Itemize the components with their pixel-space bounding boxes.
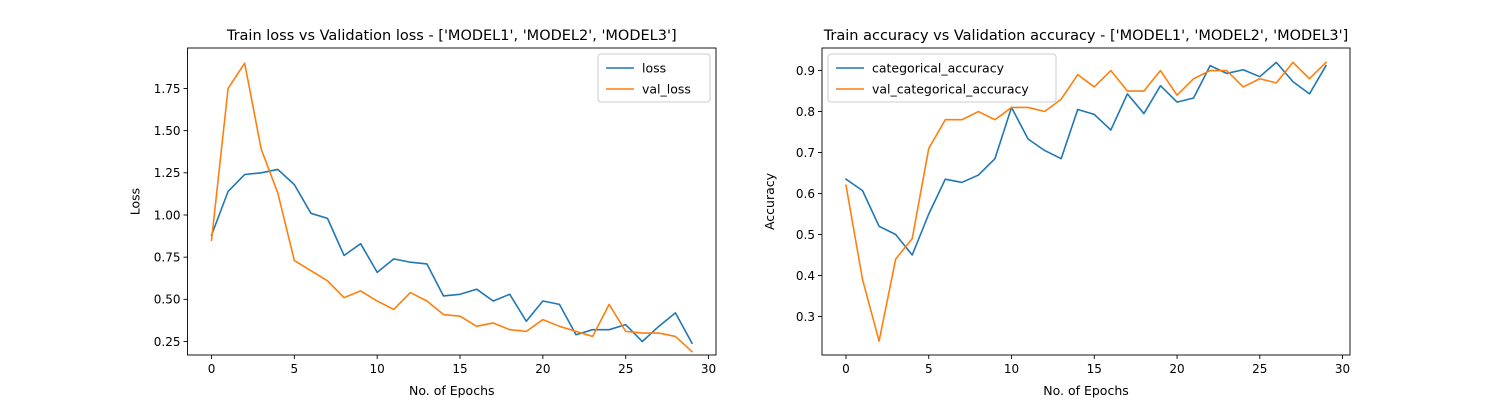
x-tick-label: 25	[1252, 362, 1267, 376]
x-tick-label: 25	[618, 362, 633, 376]
legend-label: val_categorical_accuracy	[872, 82, 1029, 97]
x-tick-label: 20	[535, 362, 550, 376]
legend-label: categorical_accuracy	[872, 61, 1005, 76]
chart-panel-2: Train accuracy vs Validation accuracy - …	[762, 28, 1351, 398]
x-axis-label: No. of Epochs	[1043, 383, 1129, 398]
axes-frame	[187, 47, 717, 356]
y-tick-label: 1.75	[154, 82, 181, 96]
x-tick-label: 5	[925, 362, 933, 376]
y-tick-label: 1.00	[154, 208, 181, 222]
x-tick-label: 5	[291, 362, 299, 376]
y-tick-label: 0.75	[154, 250, 181, 264]
y-tick-label: 0.50	[154, 293, 181, 307]
series-line-categorical-accuracy	[844, 61, 1328, 256]
legend: categorical_accuracy val_categorical_accu…	[827, 53, 1057, 103]
y-tick-label: 0.5	[796, 228, 815, 242]
y-tick-label: 1.50	[154, 124, 181, 138]
y-tick-label: 0.4	[796, 269, 815, 283]
legend: loss val_loss	[597, 53, 711, 103]
x-tick-label: 30	[701, 362, 716, 376]
legend-label: val_loss	[642, 82, 691, 97]
legend-box	[597, 53, 711, 103]
y-axis-label: Accuracy	[762, 172, 777, 230]
y-tick-label: 0.7	[796, 146, 815, 160]
legend-box	[827, 53, 1057, 103]
chart-title: Train accuracy vs Validation accuracy - …	[823, 28, 1349, 44]
y-tick-label: 0.3	[796, 310, 815, 324]
x-tick-label: 20	[1169, 362, 1184, 376]
x-tick-label: 30	[1335, 362, 1350, 376]
x-tick-label: 10	[370, 362, 385, 376]
series-line-loss	[210, 168, 694, 345]
x-tick-label: 0	[208, 362, 216, 376]
chart-panel-1: Train loss vs Validation loss - ['MODEL1…	[128, 28, 717, 398]
y-tick-label: 0.9	[796, 64, 815, 78]
x-tick-label: 0	[842, 362, 850, 376]
x-tick-label: 10	[1004, 362, 1019, 376]
x-tick-label: 15	[452, 362, 467, 376]
y-tick-label: 0.8	[796, 105, 815, 119]
axes-frame	[821, 47, 1351, 356]
x-tick-label: 15	[1087, 362, 1102, 376]
y-axis-label: Loss	[128, 188, 143, 215]
y-tick-label: 0.25	[154, 335, 181, 349]
series-line-val-categorical-accuracy	[845, 61, 1328, 342]
y-tick-label: 1.25	[154, 166, 181, 180]
series-line-val-loss	[210, 62, 694, 353]
legend-label: loss	[642, 61, 666, 76]
y-tick-label: 0.6	[796, 187, 815, 201]
x-axis-label: No. of Epochs	[409, 383, 495, 398]
chart-title: Train loss vs Validation loss - ['MODEL1…	[226, 28, 677, 44]
